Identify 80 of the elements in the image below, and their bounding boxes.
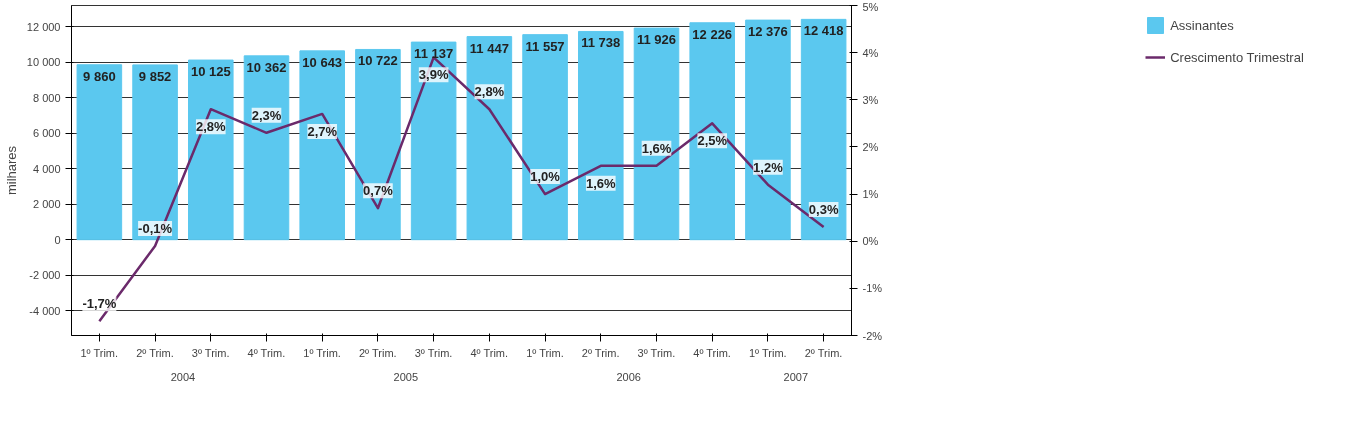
data-label: 2,8%: [195, 119, 227, 135]
x-tick-label: 3º Trim.: [637, 346, 676, 359]
bar: [299, 50, 345, 241]
x-tick-label: 2º Trim.: [804, 346, 843, 359]
x-tick-label: 4º Trim.: [693, 346, 731, 359]
data-label: 1,6%: [641, 140, 672, 156]
data-label: 1,2%: [753, 159, 784, 175]
y2-tick-label: 5%: [862, 0, 879, 13]
x-tick-label: 4º Trim.: [247, 346, 286, 359]
y2-tick-label: 0%: [862, 235, 879, 248]
x-tick-label: 3º Trim.: [191, 346, 230, 359]
data-label: 12 376: [748, 24, 788, 40]
bar: [745, 19, 791, 241]
data-label: 10 362: [246, 59, 287, 75]
text: 2004: [170, 370, 196, 383]
bar: [466, 36, 513, 241]
data-label: 11 926: [636, 32, 677, 48]
bar: [132, 64, 178, 241]
bar: [689, 22, 735, 241]
data-label: 2,5%: [697, 133, 728, 149]
y-tick-label: 0: [54, 233, 61, 246]
y-tick-label: 8 000: [32, 91, 61, 104]
bar: [410, 41, 457, 241]
data-label: 2,7%: [307, 123, 338, 139]
bar: [76, 64, 123, 241]
data-label: 11 137: [414, 46, 454, 62]
data-label: 0,3%: [808, 202, 839, 218]
data-label: 2,3%: [251, 107, 282, 123]
legend-label: Assinantes: [1170, 17, 1234, 33]
data-label: 12 418: [803, 23, 844, 39]
x-tick-label: 1º Trim.: [749, 346, 787, 359]
data-label: 2,8%: [474, 84, 505, 100]
y2-tick-label: 3%: [862, 93, 879, 106]
data-label: 12 226: [692, 26, 733, 42]
x-tick-label: 2º Trim.: [581, 346, 620, 359]
text: 2007: [783, 370, 809, 383]
x-tick-label: 2º Trim.: [359, 346, 397, 359]
data-label: 10 643: [302, 54, 343, 70]
bar: [243, 55, 290, 241]
data-label: 10 722: [358, 53, 398, 69]
bar: [522, 34, 568, 241]
x-tick-label: 4º Trim.: [470, 346, 509, 359]
data-label: 1,6%: [585, 175, 617, 191]
y-tick-label: 2 000: [32, 198, 61, 211]
bar: [633, 27, 680, 241]
x-tick-label: 2º Trim.: [136, 346, 174, 359]
y-tick-label: -4 000: [29, 304, 61, 317]
bar: [188, 59, 234, 241]
data-label: 0,7%: [363, 183, 394, 199]
data-label: 11 738: [581, 35, 621, 51]
x-tick-label: 1º Trim.: [303, 346, 341, 359]
bar: [355, 48, 401, 241]
x-tick-label: 3º Trim.: [414, 346, 453, 359]
y2-tick-label: 1%: [862, 188, 879, 201]
text: 2006: [616, 370, 641, 383]
y-tick-label: 4 000: [32, 162, 61, 175]
x-tick-label: 1º Trim.: [526, 346, 564, 359]
y2-tick-label: 4%: [862, 46, 879, 59]
y2-tick-label: -2%: [862, 329, 883, 342]
x-tick-label: 1º Trim.: [80, 346, 119, 359]
data-label: 1,0%: [530, 169, 561, 185]
bar: [578, 30, 624, 241]
data-label: 10 125: [190, 64, 231, 80]
y-tick-label: -2 000: [29, 269, 61, 282]
data-label: -1,7%: [82, 296, 117, 312]
bar: [800, 18, 847, 241]
data-label: -0,1%: [138, 220, 173, 236]
y-axis-title: milhares: [3, 145, 19, 196]
y2-tick-label: 2%: [862, 140, 879, 153]
y2-tick-label: -1%: [862, 282, 883, 295]
text: 2005: [393, 370, 419, 383]
data-label: 3,9%: [418, 67, 449, 83]
y-tick-label: 10 000: [26, 56, 61, 69]
data-label: 11 557: [525, 38, 565, 54]
data-label: 9 852: [138, 68, 172, 84]
y-tick-label: 6 000: [32, 127, 61, 140]
legend-label: Crescimento Trimestral: [1170, 49, 1304, 65]
data-label: 11 447: [469, 40, 509, 56]
data-label: 9 860: [83, 68, 116, 84]
y-tick-label: 12 000: [26, 20, 61, 33]
